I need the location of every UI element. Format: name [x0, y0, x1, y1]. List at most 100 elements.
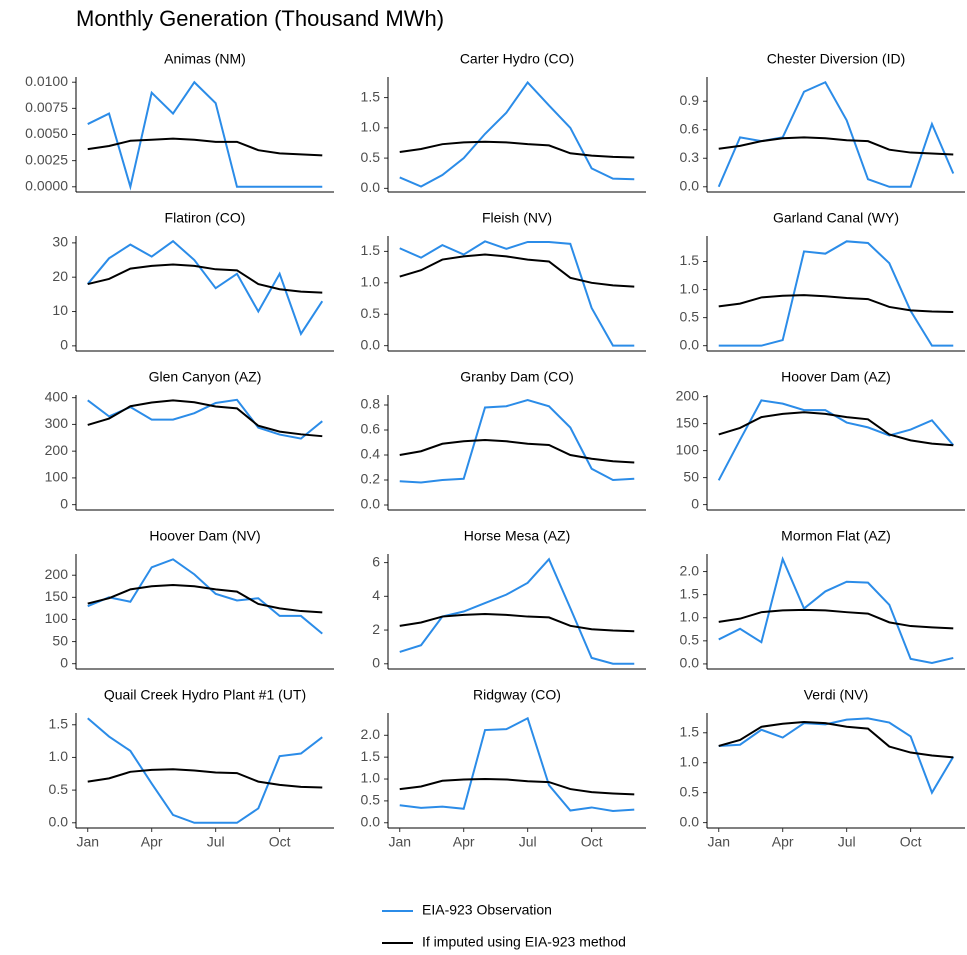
y-tick-label: 300 — [45, 415, 69, 431]
y-tick-label: 0.0050 — [25, 125, 68, 141]
x-tick-label: Apr — [772, 834, 794, 850]
x-tick-label: Jan — [707, 834, 730, 850]
y-tick-label: 1.0 — [680, 753, 700, 769]
y-tick-label: 200 — [676, 387, 700, 403]
y-tick-label: 0.5 — [361, 149, 381, 165]
y-tick-label: 0.0 — [361, 813, 381, 829]
y-tick-label: 6 — [372, 553, 380, 569]
series-line — [87, 399, 323, 438]
panel-title: Granby Dam (CO) — [460, 369, 574, 385]
x-tick-label: Jan — [76, 834, 99, 850]
y-tick-label: 10 — [52, 302, 68, 318]
series-line — [718, 720, 954, 759]
y-tick-label: 20 — [52, 268, 68, 284]
y-tick-label: 0.2 — [361, 471, 381, 487]
x-tick-label: Jul — [207, 834, 225, 850]
y-tick-label: 0 — [691, 495, 699, 511]
panel-title: Ridgway (CO) — [473, 687, 561, 703]
series-line — [399, 557, 635, 665]
series-line — [399, 613, 635, 633]
y-tick-label: 0 — [372, 654, 380, 670]
y-tick-label: 200 — [45, 442, 69, 458]
y-tick-label: 0.6 — [361, 421, 381, 437]
y-tick-label: 0.0 — [361, 179, 381, 195]
series-line — [87, 80, 323, 191]
y-tick-label: 0.0075 — [25, 99, 68, 115]
x-tick-label: Jan — [388, 834, 411, 850]
series-line — [87, 583, 323, 614]
y-tick-label: 0.0 — [361, 336, 381, 352]
y-tick-label: 0.5 — [49, 781, 69, 797]
y-tick-label: 0.6 — [680, 120, 700, 136]
panel-title: Mormon Flat (AZ) — [781, 528, 891, 544]
series-line — [399, 253, 635, 288]
series-line — [399, 240, 635, 347]
y-tick-label: 0.5 — [680, 308, 700, 324]
x-tick-label: Oct — [581, 834, 603, 850]
y-tick-label: 0.5 — [361, 792, 381, 808]
y-tick-label: 1.0 — [361, 770, 381, 786]
series-line — [87, 137, 323, 157]
series-line — [399, 398, 635, 484]
y-tick-label: 0 — [60, 654, 68, 670]
y-tick-label: 2 — [372, 621, 380, 637]
y-tick-label: 0.0 — [680, 655, 700, 671]
y-tick-label: 1.5 — [680, 723, 700, 739]
y-tick-label: 0.0 — [680, 336, 700, 352]
series-line — [718, 136, 954, 156]
y-tick-label: 0.0100 — [25, 73, 68, 89]
y-tick-label: 2.0 — [680, 562, 700, 578]
y-tick-label: 1.0 — [361, 274, 381, 290]
series-line — [399, 716, 635, 812]
panel-title: Glen Canyon (AZ) — [149, 369, 262, 385]
y-tick-label: 400 — [45, 388, 69, 404]
panel-title: Carter Hydro (CO) — [460, 51, 574, 67]
y-tick-label: 0.3 — [680, 149, 700, 165]
series-line — [718, 411, 954, 447]
series-line — [718, 294, 954, 314]
y-tick-label: 1.5 — [361, 242, 381, 258]
panel-title: Hoover Dam (NV) — [149, 528, 260, 544]
x-tick-label: Jul — [838, 834, 856, 850]
y-tick-label: 1.5 — [680, 585, 700, 601]
y-tick-label: 0.4 — [361, 446, 381, 462]
y-tick-label: 200 — [45, 566, 69, 582]
y-tick-label: 0.0 — [680, 177, 700, 193]
y-tick-label: 1.0 — [361, 119, 381, 135]
y-tick-label: 0.0025 — [25, 151, 68, 167]
series-line — [718, 717, 955, 795]
series-line — [399, 80, 635, 188]
y-tick-label: 100 — [45, 610, 69, 626]
series-line — [87, 263, 323, 294]
y-tick-label: 1.0 — [680, 608, 700, 624]
y-tick-label: 1.0 — [49, 748, 69, 764]
y-tick-label: 0 — [60, 337, 68, 353]
x-tick-label: Oct — [269, 834, 291, 850]
y-tick-label: 0.5 — [361, 305, 381, 321]
y-tick-label: 0.0 — [361, 496, 381, 512]
y-tick-label: 50 — [683, 468, 699, 484]
panel-title: Hoover Dam (AZ) — [781, 369, 891, 385]
x-tick-label: Oct — [900, 834, 922, 850]
y-tick-label: 150 — [45, 588, 69, 604]
series-line — [87, 768, 323, 789]
y-tick-label: 4 — [372, 587, 380, 603]
y-tick-label: 2.0 — [361, 726, 381, 742]
y-tick-label: 0.0 — [49, 813, 69, 829]
panel-title: Flatiron (CO) — [165, 210, 246, 226]
series-line — [87, 558, 323, 635]
y-tick-label: 30 — [52, 234, 68, 250]
legend-label: EIA-923 Observation — [422, 902, 552, 918]
series-line — [718, 608, 954, 630]
y-tick-label: 1.0 — [680, 280, 700, 296]
legend-label: If imputed using EIA-923 method — [422, 934, 626, 950]
series-line — [717, 399, 955, 481]
series-line — [399, 778, 635, 796]
y-tick-label: 1.5 — [49, 715, 69, 731]
panel-title: Verdi (NV) — [804, 687, 869, 703]
panel-title: Animas (NM) — [164, 51, 246, 67]
panel-title: Garland Canal (WY) — [773, 210, 899, 226]
y-tick-label: 150 — [676, 414, 700, 430]
series-line — [718, 555, 954, 665]
y-tick-label: 0.5 — [680, 783, 700, 799]
